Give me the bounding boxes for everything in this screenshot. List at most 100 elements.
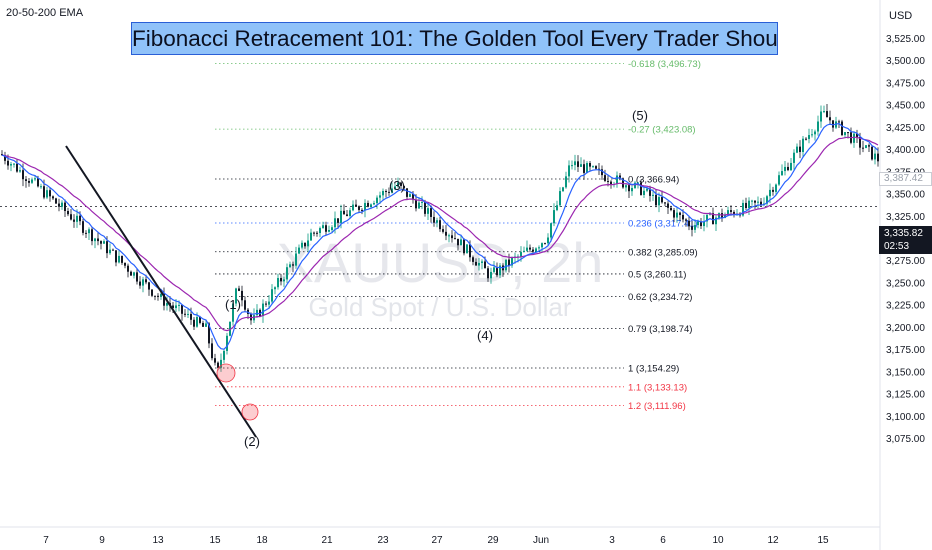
candle-body: [238, 288, 240, 290]
candle-body: [187, 314, 189, 315]
candle-body: [775, 185, 777, 192]
candle-body: [217, 363, 219, 368]
last-price-value: 3,335.82: [884, 227, 932, 240]
y-tick-label: 3,200.00: [886, 323, 925, 334]
candle-body: [496, 267, 498, 275]
candle-body: [865, 145, 867, 148]
x-tick-label: 15: [817, 535, 829, 546]
candle-body: [778, 175, 780, 184]
candle-body: [832, 120, 834, 127]
candle-body: [877, 154, 879, 162]
candle-body: [298, 248, 300, 254]
candle-body: [430, 208, 432, 217]
candle-body: [301, 243, 303, 248]
candle-body: [874, 154, 876, 160]
currency-label: USD: [889, 10, 912, 22]
price-chart[interactable]: USD3,525.003,500.003,475.003,450.003,425…: [0, 0, 932, 550]
candle-body: [421, 202, 423, 203]
candle-body: [565, 176, 567, 187]
candle-body: [385, 191, 387, 192]
candle-body: [10, 164, 12, 165]
fib-level-label: 0.236 (3,317.41): [628, 219, 698, 230]
candle-body: [607, 181, 609, 182]
candle-body: [661, 197, 663, 202]
trend-line[interactable]: [66, 146, 256, 437]
candle-body: [136, 272, 138, 281]
y-tick-label: 3,450.00: [886, 101, 925, 112]
candle-body: [664, 202, 666, 203]
candle-body: [355, 205, 357, 207]
candle-body: [310, 233, 312, 241]
candle-body: [31, 179, 33, 182]
candle-body: [322, 225, 324, 228]
candle-body: [295, 253, 297, 265]
x-tick-label: 6: [660, 535, 666, 546]
candle-body: [490, 272, 492, 278]
candle-body: [820, 112, 822, 122]
candle-body: [115, 250, 117, 262]
y-tick-label: 3,325.00: [886, 212, 925, 223]
candle-body: [655, 195, 657, 205]
y-tick-label: 3,075.00: [886, 434, 925, 445]
x-tick-label: Jun: [533, 535, 549, 546]
candle-body: [19, 170, 21, 171]
y-tick-label: 3,275.00: [886, 256, 925, 267]
candle-body: [604, 175, 606, 181]
candle-body: [43, 186, 45, 197]
candle-body: [124, 263, 126, 266]
wave-label: (1): [225, 297, 241, 312]
candle-body: [457, 239, 459, 245]
wave-label: (4): [477, 328, 493, 343]
x-tick-label: 9: [99, 535, 105, 546]
candle-body: [142, 279, 144, 285]
candle-body: [679, 213, 681, 215]
candle-body: [643, 191, 645, 195]
x-tick-label: 18: [256, 535, 268, 546]
candle-body: [631, 188, 633, 191]
candle-body: [781, 171, 783, 175]
candle-body: [40, 186, 42, 187]
candle-body: [460, 239, 462, 245]
candle-body: [544, 243, 546, 244]
y-tick-label: 3,100.00: [886, 412, 925, 423]
candle-body: [811, 134, 813, 135]
y-tick-label: 3,175.00: [886, 345, 925, 356]
candle-body: [178, 305, 180, 306]
y-tick-label: 3,500.00: [886, 56, 925, 67]
candle-body: [82, 221, 84, 233]
candle-body: [118, 256, 120, 263]
candle-body: [526, 248, 528, 251]
countdown-timer: 02:53: [884, 240, 932, 253]
y-tick-label: 3,400.00: [886, 145, 925, 156]
candle-body: [862, 148, 864, 149]
candle-body: [64, 203, 66, 211]
candle-body: [796, 147, 798, 153]
candle-body: [376, 198, 378, 203]
candle-body: [868, 145, 870, 146]
indicator-label[interactable]: 20-50-200 EMA: [6, 7, 83, 19]
candle-body: [625, 185, 627, 187]
fib-level-label: -0.618 (3,496.73): [628, 59, 701, 70]
candle-body: [106, 241, 108, 253]
candle-body: [73, 220, 75, 222]
candle-body: [808, 135, 810, 139]
chart-stage[interactable]: USD 3,525.00 3,500.00 3,475.00 3,450.00 3,425…: [0, 0, 932, 550]
candle-body: [205, 323, 207, 326]
candle-body: [550, 223, 552, 237]
candle-body: [538, 247, 540, 248]
candle-body: [688, 221, 690, 227]
candle-body: [652, 195, 654, 196]
candle-body: [478, 263, 480, 266]
candle-body: [319, 228, 321, 233]
candle-body: [109, 250, 111, 254]
candle-body: [379, 195, 381, 197]
candle-body: [121, 256, 123, 263]
candle-body: [562, 187, 564, 191]
candle-body: [586, 163, 588, 173]
y-tick-label: 3,425.00: [886, 123, 925, 134]
candle-body: [790, 163, 792, 170]
candle-body: [313, 233, 315, 234]
candle-body: [547, 237, 549, 243]
candle-body: [520, 252, 522, 256]
candle-body: [469, 244, 471, 257]
